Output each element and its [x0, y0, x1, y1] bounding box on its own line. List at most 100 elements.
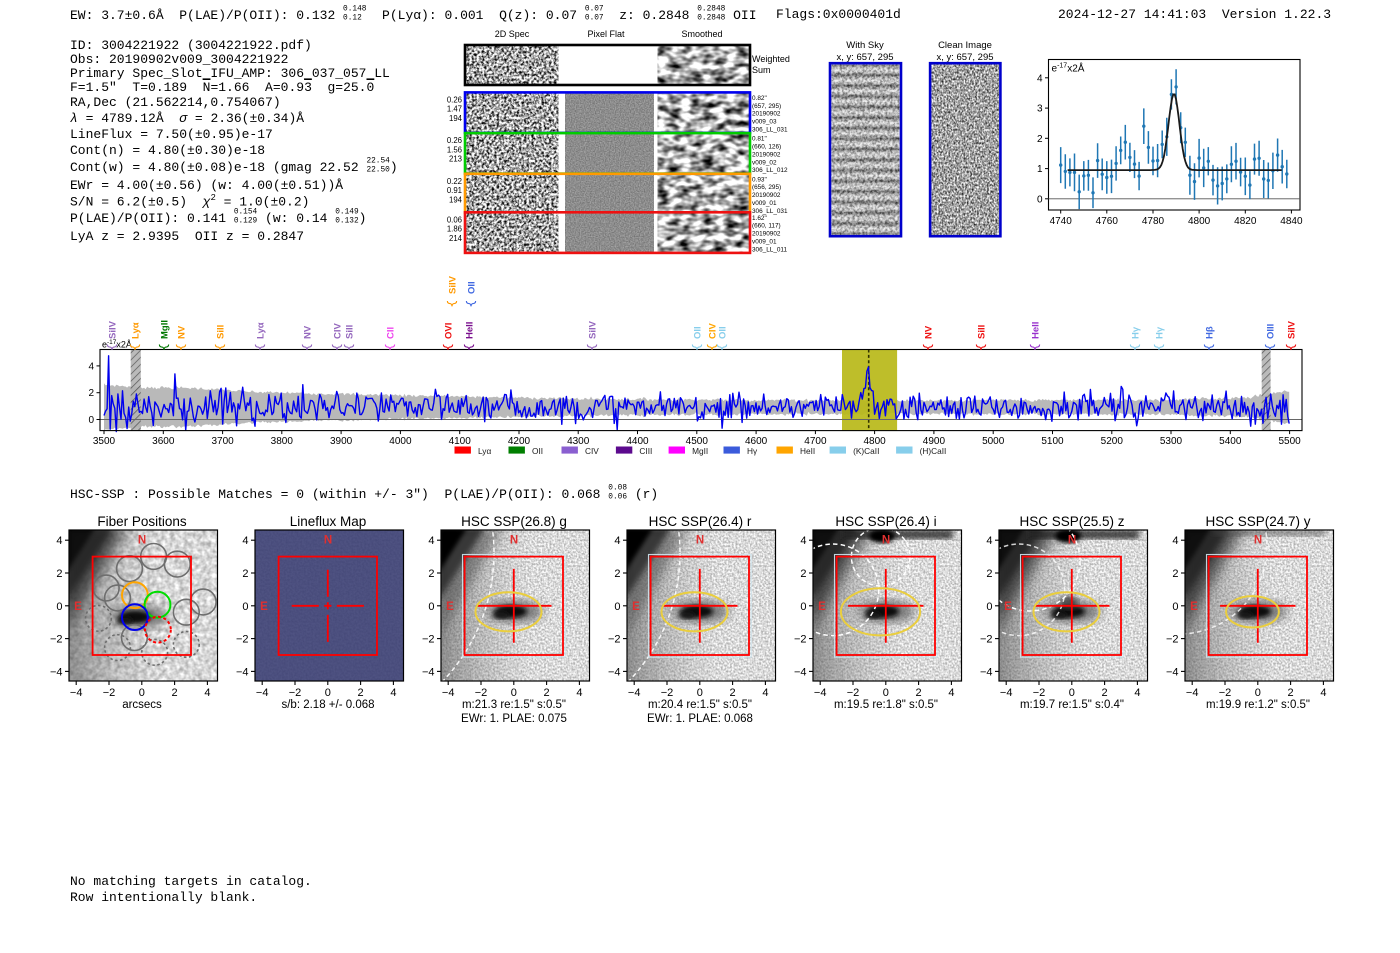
- svg-text:−4: −4: [608, 666, 621, 678]
- svg-text:0: 0: [986, 601, 992, 613]
- svg-text:NV: NV: [177, 325, 188, 339]
- svg-text:Lyα: Lyα: [478, 446, 491, 456]
- svg-text:4760: 4760: [1096, 216, 1119, 227]
- svg-text:4: 4: [986, 535, 992, 547]
- svg-text:5100: 5100: [1041, 436, 1064, 447]
- svg-text:2: 2: [1102, 687, 1108, 699]
- svg-text:4840: 4840: [1280, 216, 1303, 227]
- svg-text:4: 4: [762, 687, 768, 699]
- svg-text:194: 194: [449, 114, 463, 123]
- svg-text:2: 2: [1172, 568, 1178, 580]
- svg-text:2: 2: [544, 687, 550, 699]
- svg-text:x, y: 657, 295: x, y: 657, 295: [936, 52, 993, 63]
- svg-text:4: 4: [1320, 687, 1326, 699]
- svg-text:(656, 295): (656, 295): [752, 184, 781, 191]
- svg-text:20190902: 20190902: [752, 192, 781, 199]
- svg-text:HSC SSP(26.4) r: HSC SSP(26.4) r: [649, 514, 752, 529]
- svg-text:0: 0: [242, 601, 248, 613]
- svg-text:E: E: [1004, 601, 1012, 613]
- svg-text:0.26: 0.26: [447, 95, 462, 104]
- svg-text:Sum: Sum: [752, 65, 771, 75]
- svg-text:3700: 3700: [211, 436, 234, 447]
- svg-text:NV: NV: [303, 325, 314, 339]
- svg-text:5300: 5300: [1160, 436, 1183, 447]
- svg-text:4: 4: [948, 687, 954, 699]
- svg-text:4: 4: [390, 687, 396, 699]
- svg-text:SiII: SiII: [345, 325, 356, 339]
- svg-text:OII: OII: [693, 326, 704, 339]
- svg-text:−2: −2: [1166, 634, 1179, 646]
- svg-text:−2: −2: [236, 634, 249, 646]
- svg-text:4: 4: [428, 535, 434, 547]
- svg-text:4: 4: [88, 361, 94, 372]
- svg-text:OII: OII: [532, 446, 543, 456]
- svg-text:4: 4: [576, 687, 582, 699]
- svg-text:Smoothed: Smoothed: [681, 29, 722, 39]
- svg-text:−2: −2: [1219, 687, 1232, 699]
- svg-text:E: E: [260, 601, 268, 613]
- svg-text:−4: −4: [236, 666, 249, 678]
- svg-text:4: 4: [1037, 73, 1043, 84]
- svg-text:E: E: [446, 601, 454, 613]
- svg-text:−4: −4: [1166, 666, 1179, 678]
- svg-text:4100: 4100: [449, 436, 472, 447]
- svg-text:Hγ: Hγ: [747, 446, 758, 456]
- svg-text:−4: −4: [814, 687, 827, 699]
- svg-text:0.26: 0.26: [447, 136, 462, 145]
- svg-text:213: 213: [449, 155, 462, 164]
- svg-text:4: 4: [800, 535, 806, 547]
- svg-text:N: N: [1254, 535, 1262, 547]
- svg-text:N: N: [324, 535, 332, 547]
- svg-text:2: 2: [916, 687, 922, 699]
- svg-text:1.62": 1.62": [752, 215, 767, 222]
- svg-text:e-17x2Å: e-17x2Å: [102, 339, 132, 350]
- svg-text:E: E: [1190, 601, 1198, 613]
- svg-text:(660, 126): (660, 126): [752, 144, 781, 151]
- svg-text:−4: −4: [422, 666, 435, 678]
- svg-text:0: 0: [800, 601, 806, 613]
- svg-text:2: 2: [56, 568, 62, 580]
- svg-text:2: 2: [800, 568, 806, 580]
- svg-text:Lyα: Lyα: [131, 322, 142, 339]
- svg-text:2: 2: [986, 568, 992, 580]
- svg-text:Lineflux Map: Lineflux Map: [290, 514, 367, 529]
- svg-text:0.93": 0.93": [752, 176, 767, 183]
- svg-text:Lyα: Lyα: [256, 322, 267, 339]
- svg-text:2: 2: [88, 388, 94, 399]
- svg-text:−4: −4: [50, 666, 63, 678]
- svg-text:2: 2: [242, 568, 248, 580]
- svg-text:4600: 4600: [745, 436, 768, 447]
- svg-text:−2: −2: [794, 634, 807, 646]
- svg-text:306_LL_031: 306_LL_031: [752, 208, 788, 215]
- svg-text:(K)CaII: (K)CaII: [853, 446, 879, 456]
- svg-text:2D Spec: 2D Spec: [495, 29, 530, 39]
- svg-text:3900: 3900: [330, 436, 353, 447]
- svg-text:OII: OII: [718, 326, 729, 339]
- svg-text:OVI: OVI: [444, 323, 455, 339]
- svg-text:2: 2: [428, 568, 434, 580]
- svg-text:−4: −4: [1186, 687, 1199, 699]
- svg-text:4: 4: [1134, 687, 1140, 699]
- svg-text:−2: −2: [661, 687, 674, 699]
- svg-text:Hγ: Hγ: [1155, 326, 1166, 339]
- svg-text:m:19.5 re:1.8" s:0.5": m:19.5 re:1.8" s:0.5": [834, 699, 938, 711]
- svg-text:Weighted: Weighted: [752, 54, 790, 64]
- svg-text:−4: −4: [980, 666, 993, 678]
- svg-text:EWr: 1. PLAE: 0.068: EWr: 1. PLAE: 0.068: [647, 713, 753, 725]
- svg-text:CIII: CIII: [639, 446, 652, 456]
- svg-text:−4: −4: [794, 666, 807, 678]
- svg-text:v009_01: v009_01: [752, 239, 777, 246]
- svg-text:4: 4: [56, 535, 62, 547]
- svg-text:306_LL_031: 306_LL_031: [752, 127, 788, 134]
- svg-text:N: N: [882, 535, 890, 547]
- svg-text:2: 2: [358, 687, 364, 699]
- svg-text:N: N: [1068, 535, 1076, 547]
- svg-text:20190902: 20190902: [752, 231, 781, 238]
- svg-text:0: 0: [1069, 687, 1075, 699]
- svg-text:SiIV: SiIV: [448, 275, 459, 294]
- svg-text:E: E: [818, 601, 826, 613]
- svg-text:2: 2: [1288, 687, 1294, 699]
- svg-text:0: 0: [697, 687, 703, 699]
- svg-text:1: 1: [1037, 164, 1043, 175]
- svg-text:v009_02: v009_02: [752, 159, 777, 166]
